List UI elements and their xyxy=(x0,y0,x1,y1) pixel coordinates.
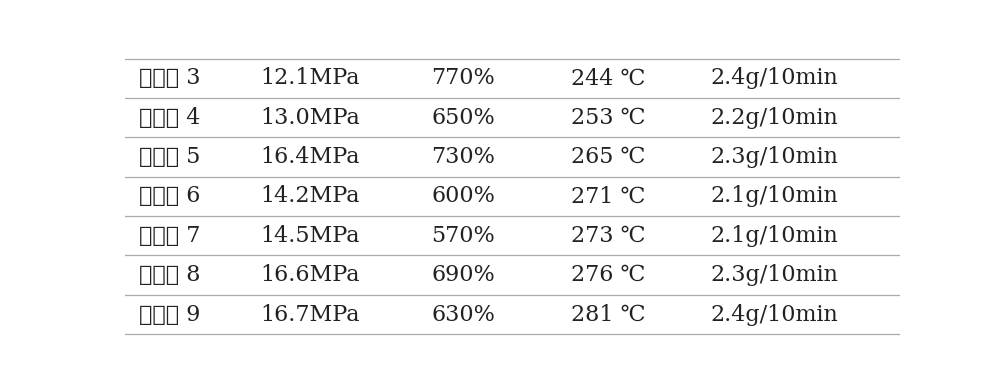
Text: 2.1g/10min: 2.1g/10min xyxy=(710,225,838,247)
Text: 16.7MPa: 16.7MPa xyxy=(261,303,360,326)
Text: 630%: 630% xyxy=(431,303,495,326)
Text: 770%: 770% xyxy=(431,67,495,89)
Text: 273 ℃: 273 ℃ xyxy=(571,225,645,247)
Text: 13.0MPa: 13.0MPa xyxy=(261,107,360,129)
Text: 600%: 600% xyxy=(431,186,495,207)
Text: 实施例 6: 实施例 6 xyxy=(139,186,200,207)
Text: 730%: 730% xyxy=(431,146,495,168)
Text: 实施例 5: 实施例 5 xyxy=(139,146,200,168)
Text: 16.4MPa: 16.4MPa xyxy=(261,146,360,168)
Text: 2.4g/10min: 2.4g/10min xyxy=(710,303,838,326)
Text: 实施例 7: 实施例 7 xyxy=(139,225,200,247)
Text: 271 ℃: 271 ℃ xyxy=(571,186,645,207)
Text: 12.1MPa: 12.1MPa xyxy=(261,67,360,89)
Text: 281 ℃: 281 ℃ xyxy=(571,303,645,326)
Text: 2.3g/10min: 2.3g/10min xyxy=(710,264,838,286)
Text: 2.1g/10min: 2.1g/10min xyxy=(710,186,838,207)
Text: 570%: 570% xyxy=(431,225,495,247)
Text: 690%: 690% xyxy=(431,264,495,286)
Text: 276 ℃: 276 ℃ xyxy=(571,264,645,286)
Text: 14.5MPa: 14.5MPa xyxy=(261,225,360,247)
Text: 2.3g/10min: 2.3g/10min xyxy=(710,146,838,168)
Text: 实施例 4: 实施例 4 xyxy=(139,107,200,129)
Text: 14.2MPa: 14.2MPa xyxy=(261,186,360,207)
Text: 650%: 650% xyxy=(431,107,495,129)
Text: 2.4g/10min: 2.4g/10min xyxy=(710,67,838,89)
Text: 实施例 8: 实施例 8 xyxy=(139,264,200,286)
Text: 265 ℃: 265 ℃ xyxy=(571,146,645,168)
Text: 实施例 9: 实施例 9 xyxy=(139,303,200,326)
Text: 2.2g/10min: 2.2g/10min xyxy=(710,107,838,129)
Text: 253 ℃: 253 ℃ xyxy=(571,107,645,129)
Text: 16.6MPa: 16.6MPa xyxy=(261,264,360,286)
Text: 实施例 3: 实施例 3 xyxy=(139,67,200,89)
Text: 244 ℃: 244 ℃ xyxy=(571,67,645,89)
